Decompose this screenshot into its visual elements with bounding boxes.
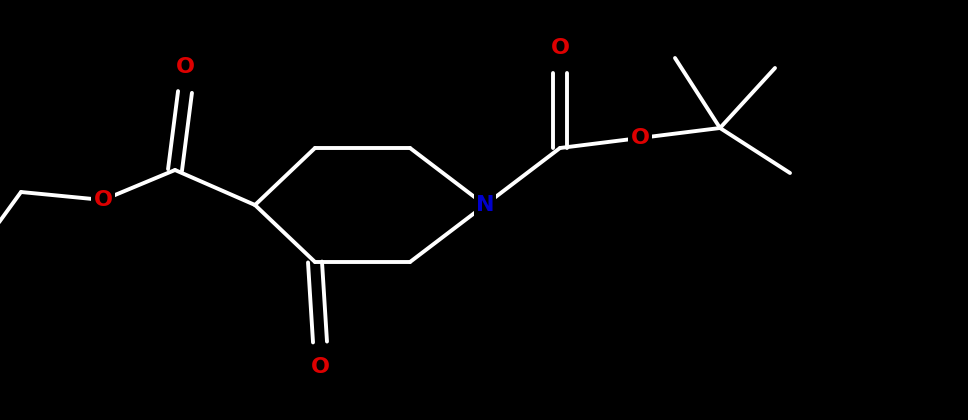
Text: O: O — [311, 357, 329, 377]
Text: O: O — [175, 57, 195, 77]
Text: O: O — [630, 128, 650, 148]
Text: O: O — [94, 190, 112, 210]
Text: O: O — [551, 38, 569, 58]
Text: N: N — [475, 195, 495, 215]
